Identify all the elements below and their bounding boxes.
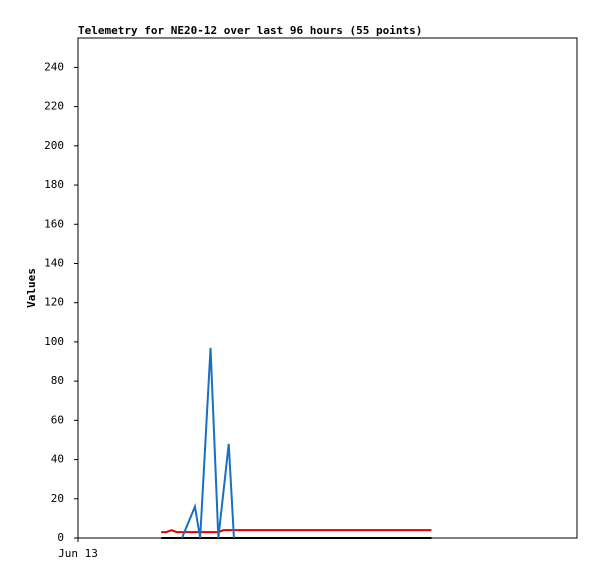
- y-tick-label: 120: [44, 296, 64, 309]
- y-tick-label: 20: [51, 492, 64, 505]
- x-tick-label: Jun 13: [58, 547, 98, 560]
- y-axis-label: Values: [25, 268, 38, 308]
- y-tick-label: 60: [51, 413, 64, 426]
- y-tick-label: 160: [44, 217, 64, 230]
- y-tick-label: 100: [44, 335, 64, 348]
- y-tick-label: 200: [44, 139, 64, 152]
- plot-frame: [77, 37, 578, 539]
- series-line: [161, 529, 432, 534]
- y-tick-label: 180: [44, 178, 64, 191]
- y-tick-label: 40: [51, 453, 64, 466]
- y-tick-label: 80: [51, 374, 64, 387]
- y-tick-label: 140: [44, 256, 64, 269]
- y-tick-label: 240: [44, 60, 64, 73]
- y-tick-label: 0: [57, 531, 64, 544]
- chart-title: Telemetry for NE20-12 over last 96 hours…: [78, 24, 422, 37]
- series-line: [181, 347, 235, 539]
- y-tick-label: 220: [44, 100, 64, 113]
